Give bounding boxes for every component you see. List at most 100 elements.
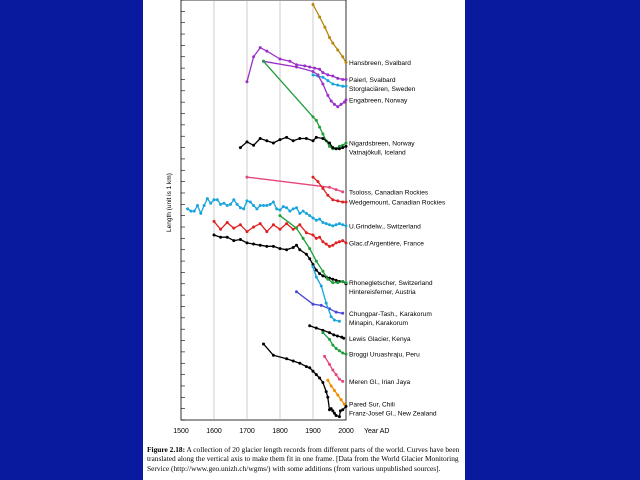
data-point bbox=[238, 146, 242, 150]
series-line bbox=[312, 4, 347, 63]
data-point bbox=[308, 247, 312, 251]
data-point bbox=[285, 357, 289, 361]
data-point bbox=[335, 334, 339, 338]
x-tick-label: 1500 bbox=[173, 428, 189, 435]
data-point bbox=[301, 236, 305, 240]
data-point bbox=[225, 235, 229, 239]
series-0 bbox=[311, 3, 348, 64]
data-point bbox=[337, 377, 341, 381]
data-point bbox=[336, 281, 340, 285]
data-point bbox=[245, 175, 249, 179]
data-point bbox=[318, 217, 322, 221]
data-point bbox=[321, 328, 325, 332]
series-7 bbox=[311, 175, 348, 204]
data-point bbox=[285, 206, 289, 210]
data-point bbox=[342, 402, 346, 406]
data-point bbox=[291, 359, 295, 363]
data-point bbox=[285, 248, 289, 252]
data-point bbox=[332, 102, 336, 106]
data-point bbox=[331, 198, 335, 202]
data-point bbox=[331, 368, 335, 372]
data-point bbox=[271, 141, 275, 145]
data-point bbox=[295, 65, 298, 69]
data-point bbox=[331, 74, 335, 78]
data-point bbox=[288, 209, 292, 213]
data-point bbox=[311, 115, 315, 119]
data-point bbox=[339, 102, 343, 106]
data-point bbox=[275, 207, 279, 211]
data-point bbox=[344, 77, 348, 81]
data-point bbox=[328, 337, 331, 341]
data-point bbox=[331, 146, 335, 150]
data-point bbox=[252, 55, 256, 59]
data-point bbox=[336, 83, 340, 87]
series-label: Wedgemount, Canadian Rockies bbox=[349, 200, 446, 207]
data-point bbox=[229, 202, 232, 206]
x-tick-labels: 1500 1600 1700 1800 1900 2000 bbox=[173, 428, 354, 435]
data-point bbox=[337, 144, 341, 148]
series-label: Paierl, Svalbard bbox=[349, 77, 396, 84]
data-point bbox=[311, 369, 315, 373]
data-point bbox=[341, 223, 345, 227]
series-labels: Hansbreen, Svalbard Paierl, Svalbard Storg… bbox=[349, 60, 446, 418]
data-point bbox=[285, 222, 289, 226]
data-point bbox=[341, 280, 345, 284]
data-point bbox=[318, 376, 322, 380]
data-point bbox=[304, 136, 308, 140]
data-point bbox=[252, 203, 256, 207]
data-point bbox=[342, 100, 346, 104]
series-label: Engabreen, Norway bbox=[349, 97, 408, 104]
data-point bbox=[318, 235, 322, 239]
series-label: Franz-Josef Gl., New Zealand bbox=[349, 411, 437, 418]
data-point bbox=[238, 223, 242, 227]
data-point bbox=[314, 326, 318, 330]
series-label: Lewis Glacier, Kenya bbox=[349, 336, 411, 343]
data-point bbox=[242, 207, 246, 211]
data-point bbox=[321, 220, 325, 224]
data-point bbox=[326, 93, 330, 97]
data-point bbox=[311, 216, 315, 220]
data-point bbox=[331, 343, 335, 347]
data-point bbox=[344, 352, 348, 356]
data-point bbox=[245, 80, 249, 84]
data-point bbox=[281, 205, 285, 209]
data-point bbox=[265, 139, 269, 143]
data-point bbox=[311, 233, 315, 237]
series-label: Storglaciären, Sweden bbox=[349, 86, 416, 93]
data-point bbox=[314, 236, 318, 240]
data-point bbox=[295, 63, 298, 67]
data-point bbox=[311, 70, 315, 74]
data-point bbox=[265, 244, 269, 248]
data-point bbox=[258, 243, 262, 247]
data-point bbox=[341, 379, 345, 383]
data-point bbox=[278, 247, 282, 251]
data-point bbox=[337, 349, 341, 353]
data-point bbox=[212, 219, 216, 223]
data-point bbox=[332, 388, 336, 392]
x-tick-label: 1600 bbox=[206, 428, 222, 435]
data-point bbox=[334, 147, 338, 151]
data-point bbox=[314, 275, 318, 279]
data-point bbox=[323, 354, 327, 358]
data-point bbox=[344, 241, 348, 245]
data-point bbox=[314, 118, 318, 122]
data-point bbox=[265, 230, 269, 234]
data-point bbox=[337, 415, 341, 419]
data-point bbox=[298, 361, 302, 365]
data-point bbox=[344, 404, 348, 408]
data-point bbox=[258, 46, 262, 50]
data-point bbox=[311, 139, 315, 143]
data-point bbox=[304, 231, 308, 235]
data-point bbox=[341, 239, 345, 243]
data-point bbox=[329, 407, 333, 411]
data-point bbox=[255, 207, 259, 211]
data-point bbox=[316, 180, 320, 184]
data-point bbox=[321, 186, 325, 190]
data-point bbox=[329, 384, 333, 388]
data-point bbox=[232, 226, 236, 230]
series-label: Tsoloss, Canadian Rockies bbox=[349, 189, 429, 196]
data-point bbox=[245, 241, 249, 245]
data-point bbox=[291, 139, 295, 143]
series-8 bbox=[186, 197, 348, 228]
data-point bbox=[334, 346, 338, 350]
